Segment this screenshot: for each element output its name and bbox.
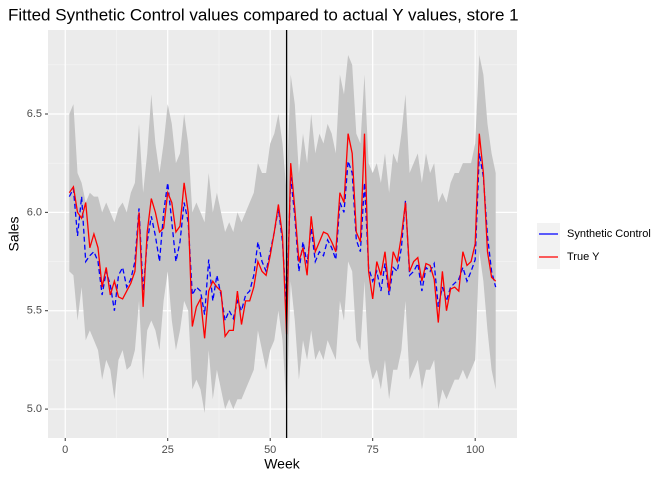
x-tick-label: 0: [62, 444, 68, 456]
series-line: [68, 133, 497, 339]
legend-label: Synthetic Control: [567, 228, 651, 240]
y-tick-label: 6.5: [27, 108, 42, 120]
chart-title: Fitted Synthetic Control values compared…: [8, 5, 519, 24]
y-tick-label: 5.5: [27, 305, 42, 317]
y-tick-label: 6.0: [27, 206, 42, 218]
series-line: [68, 153, 497, 323]
y-tick-label: 5.0: [27, 403, 42, 415]
x-axis-label: Week: [264, 456, 301, 472]
x-tick-label: 25: [162, 444, 174, 456]
legend-label: True Y: [567, 251, 600, 263]
x-tick-label: 50: [264, 444, 276, 456]
y-axis-label: Sales: [6, 216, 22, 251]
x-tick-label: 75: [367, 444, 379, 456]
x-tick-label: 100: [466, 444, 484, 456]
